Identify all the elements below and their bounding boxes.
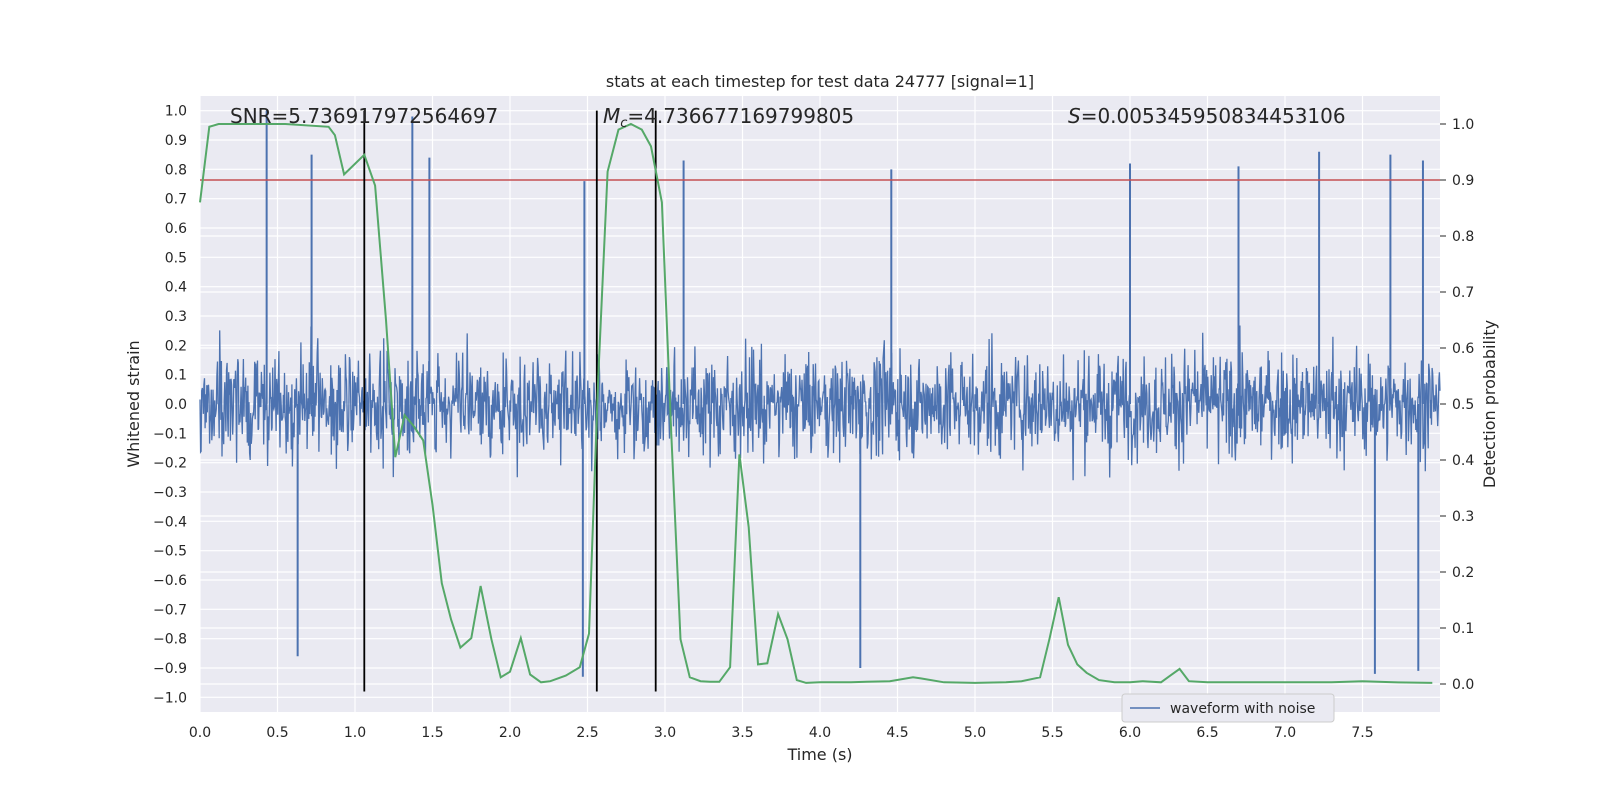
y-right-tick-label: 0.0 xyxy=(1452,677,1474,693)
s-annotation: S=0.005345950834453106 xyxy=(1068,104,1346,128)
x-tick-label: 3.0 xyxy=(654,725,676,741)
chirp-mass-annotation: Mc=4.736677169799805 xyxy=(603,104,854,131)
y-tick-label: 0.6 xyxy=(165,221,187,237)
x-axis-ticks: 0.0 0.5 1.0 1.5 2.0 2.5 3.0 3.5 4.0 4.5 5.0 5.5 6.0 6… xyxy=(189,725,1374,741)
y-tick-label: −1.0 xyxy=(153,690,187,706)
chart-title: stats at each timestep for test data 247… xyxy=(606,72,1034,91)
x-tick-label: 0.5 xyxy=(266,725,288,741)
y-right-tick-label: 0.3 xyxy=(1452,509,1474,525)
y-right-tick-label: 0.2 xyxy=(1452,565,1474,581)
y-right-tick-label: 0.7 xyxy=(1452,285,1474,301)
chirp-mass-symbol: M xyxy=(603,104,620,128)
y-tick-label: 0.5 xyxy=(165,250,187,266)
legend-label: waveform with noise xyxy=(1170,701,1315,717)
x-axis-label: Time (s) xyxy=(786,745,852,764)
y-tick-label: 0.8 xyxy=(165,162,187,178)
x-tick-label: 1.5 xyxy=(421,725,443,741)
y-right-tick-label: 0.9 xyxy=(1452,173,1474,189)
y-tick-label: 0.1 xyxy=(165,368,187,384)
y-tick-label: −0.4 xyxy=(153,514,187,530)
x-tick-label: 3.5 xyxy=(731,725,753,741)
y-tick-label: 0.3 xyxy=(165,309,187,325)
x-tick-label: 2.5 xyxy=(576,725,598,741)
y-right-tick-label: 0.4 xyxy=(1452,453,1474,469)
y-axis-right-ticks: 1.0 0.9 0.8 0.7 0.6 0.5 0.4 0.3 0.2 0.1 0.0 xyxy=(1440,117,1474,693)
x-tick-label: 4.5 xyxy=(886,725,908,741)
y-tick-label: −0.3 xyxy=(153,485,187,501)
x-tick-label: 2.0 xyxy=(499,725,521,741)
y-tick-label: 0.0 xyxy=(165,397,187,413)
y-right-tick-label: 0.6 xyxy=(1452,341,1474,357)
x-tick-label: 7.5 xyxy=(1351,725,1373,741)
s-value: =0.005345950834453106 xyxy=(1081,104,1346,128)
chirp-mass-subscript: c xyxy=(620,116,627,131)
y-right-tick-label: 0.5 xyxy=(1452,397,1474,413)
y-tick-label: 0.9 xyxy=(165,133,187,149)
legend: waveform with noise xyxy=(1121,693,1335,723)
y-tick-label: 0.4 xyxy=(165,280,187,296)
waveform-series xyxy=(199,110,1441,677)
y-tick-label: −0.9 xyxy=(153,661,187,677)
x-tick-label: 6.5 xyxy=(1196,725,1218,741)
chirp-mass-value: =4.736677169799805 xyxy=(627,104,854,128)
y-right-tick-label: 0.1 xyxy=(1452,621,1474,637)
y-tick-label: 1.0 xyxy=(165,104,187,120)
x-tick-label: 6.0 xyxy=(1119,725,1141,741)
x-tick-label: 0.0 xyxy=(189,725,211,741)
x-tick-label: 1.0 xyxy=(344,725,366,741)
y-tick-label: −0.1 xyxy=(153,426,187,442)
probability-series xyxy=(199,122,1433,684)
x-tick-label: 4.0 xyxy=(809,725,831,741)
y-axis-left-ticks: 1.0 0.9 0.8 0.7 0.6 0.5 0.4 0.3 0.2 0.1 0.0 −0.1 −0.… xyxy=(153,104,187,707)
y-tick-label: −0.5 xyxy=(153,544,187,560)
y-tick-label: −0.7 xyxy=(153,602,187,618)
y-axis-label: Whitened strain xyxy=(124,340,143,467)
y-axis-right-label: Detection probability xyxy=(1480,320,1499,488)
x-tick-label: 5.5 xyxy=(1041,725,1063,741)
y-tick-label: 0.7 xyxy=(165,192,187,208)
y-tick-label: −0.2 xyxy=(153,456,187,472)
probability-line xyxy=(199,122,1433,684)
waveform-line xyxy=(199,325,1441,481)
y-tick-label: −0.6 xyxy=(153,573,187,589)
snr-annotation: SNR=5.736917972564697 xyxy=(230,104,498,128)
y-tick-label: −0.8 xyxy=(153,632,187,648)
s-symbol: S xyxy=(1068,104,1081,128)
y-right-tick-label: 0.8 xyxy=(1452,229,1474,245)
x-tick-label: 7.0 xyxy=(1274,725,1296,741)
y-right-tick-label: 1.0 xyxy=(1452,117,1474,133)
x-tick-label: 5.0 xyxy=(964,725,986,741)
legend-box xyxy=(1121,693,1335,723)
y-tick-label: 0.2 xyxy=(165,338,187,354)
